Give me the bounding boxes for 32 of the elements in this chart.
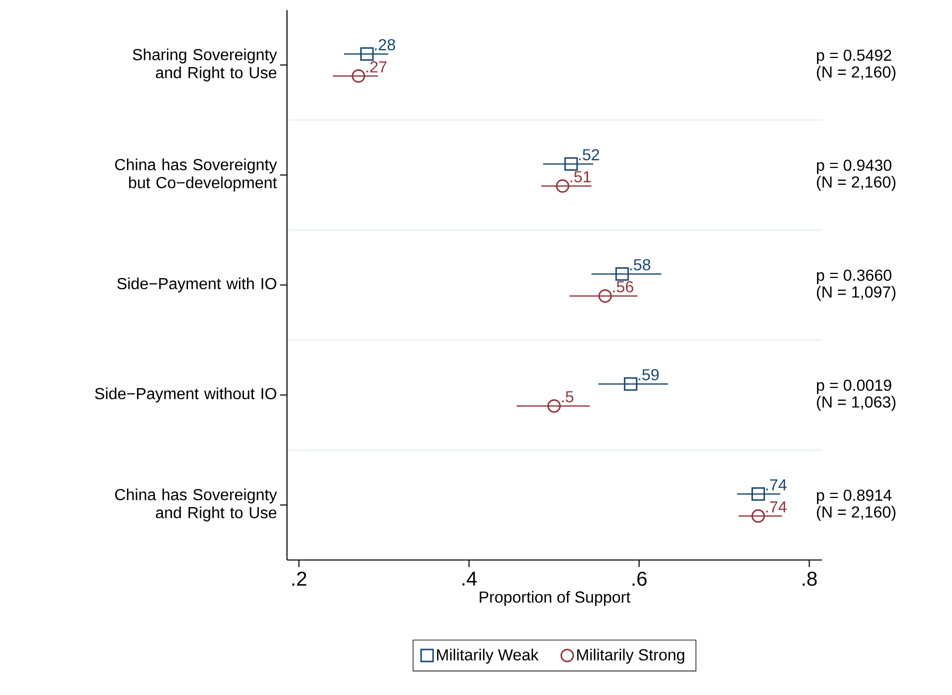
annotation: p = 0.0019 bbox=[816, 380, 892, 394]
annotation: p = 0.3660 bbox=[816, 270, 892, 284]
x-tick-label: .2 bbox=[292, 572, 306, 586]
y-tick-label: China has Sovereignty but Co−development bbox=[115, 158, 277, 192]
y-tick-label: China has Sovereignty and Right to Use bbox=[115, 488, 277, 522]
x-tick-label: .4 bbox=[462, 572, 477, 586]
data-label: .27 bbox=[366, 61, 386, 72]
data-label: .5 bbox=[562, 391, 574, 402]
y-tick-label: Sharing Sovereignty and Right to Use bbox=[132, 48, 278, 82]
annotation: p = 0.9430 bbox=[816, 160, 892, 174]
data-label: .74 bbox=[766, 479, 787, 490]
annotation: (N = 1,097) bbox=[816, 286, 896, 301]
data-label: .52 bbox=[579, 149, 600, 160]
x-tick-label: .6 bbox=[632, 572, 647, 586]
y-tick-label: Side−Payment with IO bbox=[117, 278, 276, 292]
x-tick-label: .8 bbox=[802, 572, 817, 586]
x-axis-title: Proportion of Support bbox=[480, 591, 630, 606]
legend-label: Militarily Weak bbox=[437, 648, 539, 664]
annotation: p = 0.8914 bbox=[816, 490, 892, 504]
data-label: .51 bbox=[570, 171, 591, 182]
legend-label: Militarily Strong bbox=[577, 648, 684, 664]
data-label: .74 bbox=[766, 501, 787, 512]
annotation: (N = 2,160) bbox=[816, 66, 896, 81]
data-label: .59 bbox=[638, 369, 659, 380]
data-label: .56 bbox=[613, 281, 634, 292]
annotation: (N = 2,160) bbox=[816, 506, 896, 521]
data-label: .28 bbox=[375, 39, 396, 50]
annotation: p = 0.5492 bbox=[816, 50, 892, 64]
data-label: .58 bbox=[630, 259, 650, 270]
annotation: (N = 1,063) bbox=[816, 396, 896, 411]
y-tick-label: Side−Payment without IO bbox=[95, 388, 276, 402]
annotation: (N = 2,160) bbox=[816, 176, 896, 191]
